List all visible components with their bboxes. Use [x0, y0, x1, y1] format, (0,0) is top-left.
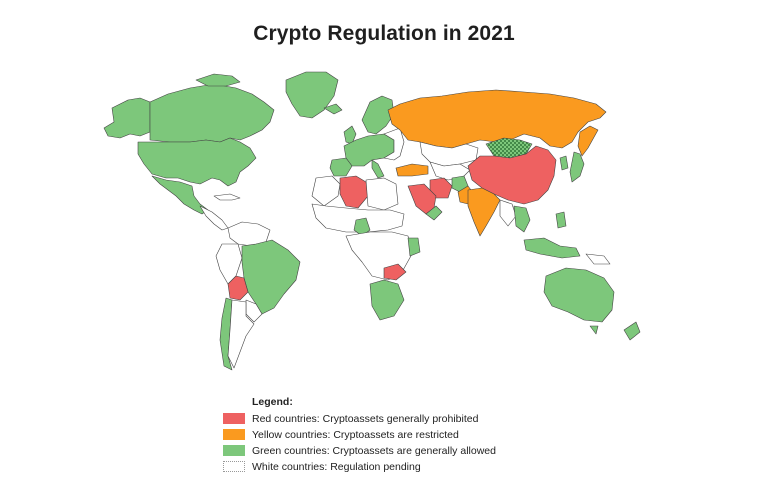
region-central-america: [199, 205, 229, 231]
region-libya-egypt: [365, 177, 399, 211]
region-japan: [569, 151, 585, 183]
region-bolivia: [227, 275, 249, 301]
legend-item-white: White countries: Regulation pending: [223, 459, 553, 474]
region-italy: [371, 159, 385, 179]
region-australia: [543, 267, 615, 323]
legend-title: Legend:: [252, 396, 293, 408]
region-tasmania: [589, 325, 599, 335]
region-india: [467, 187, 501, 237]
region-bangladesh-myanmar: [499, 199, 517, 227]
legend-item-green: Green countries: Cryptoassets are genera…: [223, 443, 553, 458]
region-usa: [137, 137, 257, 187]
map-title: Crypto Regulation in 2021: [253, 22, 515, 45]
region-new-guinea: [585, 253, 611, 265]
legend-items: Red countries: Cryptoassets generally pr…: [223, 411, 553, 474]
region-iberia: [329, 157, 353, 177]
region-eastern-europe: [383, 127, 405, 161]
region-central-asia: [429, 161, 471, 181]
region-southern-africa: [369, 279, 405, 321]
region-cuba: [213, 193, 241, 201]
region-sahel: [311, 203, 405, 233]
region-iceland: [323, 103, 343, 115]
region-russia-east: [577, 125, 599, 157]
region-russia: [387, 89, 607, 149]
legend-item-red: Red countries: Cryptoassets generally pr…: [223, 411, 553, 426]
region-zambia: [383, 263, 407, 281]
region-argentina: [227, 299, 255, 369]
legend-label-red: Red countries: Cryptoassets generally pr…: [252, 412, 479, 425]
region-philippines: [555, 211, 567, 229]
region-algeria: [339, 175, 369, 209]
legend-swatch-green: [223, 445, 245, 456]
region-canada: [149, 83, 275, 143]
region-southeast-asia: [513, 205, 531, 233]
region-oman-yemen: [425, 205, 443, 221]
region-north-africa-west: [311, 175, 341, 207]
region-alaska: [103, 97, 151, 139]
region-turkey: [395, 163, 429, 177]
region-greenland: [285, 71, 339, 119]
legend-swatch-red: [223, 413, 245, 424]
legend-swatch-white: [223, 461, 245, 472]
region-korea-japan: [559, 155, 569, 171]
region-kenya: [407, 237, 421, 257]
legend-label-white: White countries: Regulation pending: [252, 460, 421, 473]
region-indonesia: [523, 237, 581, 259]
region-new-zealand: [623, 321, 641, 341]
legend-label-green: Green countries: Cryptoassets are genera…: [252, 444, 496, 457]
legend: Legend: Red countries: Cryptoassets gene…: [223, 396, 553, 475]
legend-item-yellow: Yellow countries: Cryptoassets are restr…: [223, 427, 553, 442]
legend-swatch-yellow: [223, 429, 245, 440]
legend-label-yellow: Yellow countries: Cryptoassets are restr…: [252, 428, 459, 441]
region-uk: [343, 125, 357, 145]
region-canada-islands: [195, 73, 241, 87]
